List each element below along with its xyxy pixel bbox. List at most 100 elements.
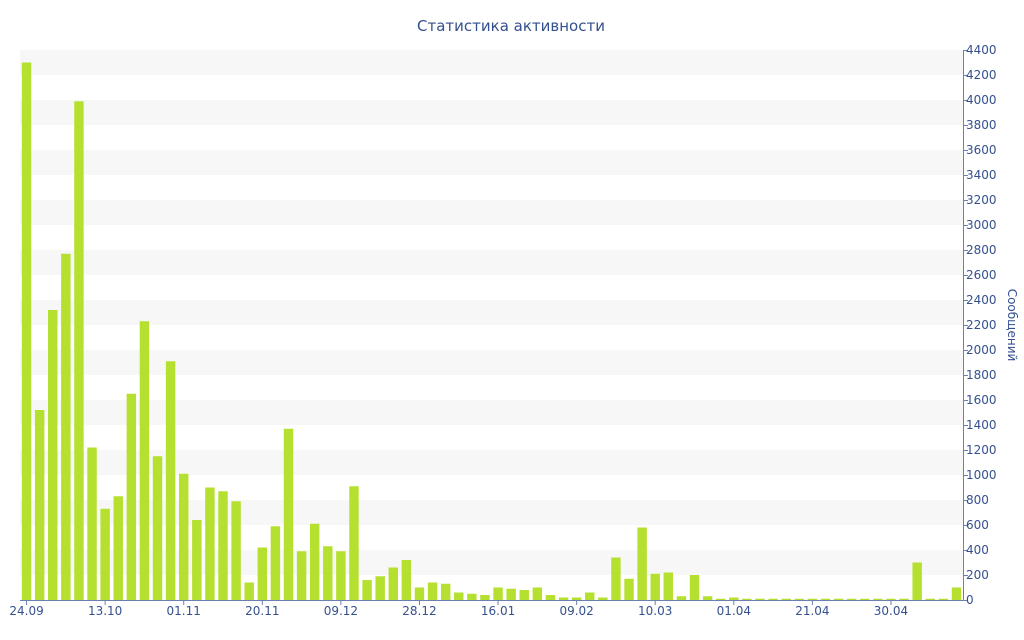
bar <box>506 588 516 600</box>
bar <box>689 575 700 600</box>
y-axis-ticks: 0 200 400 600 800 1000 1200 1400 1600 1800 2000 220… <box>963 43 997 607</box>
bar <box>702 596 713 600</box>
bar <box>165 361 176 600</box>
bar <box>755 598 765 600</box>
y-tick-label: 4400 <box>966 43 997 57</box>
x-tick-label: 30.04 <box>874 604 908 618</box>
bar <box>231 501 241 600</box>
x-tick-label: 28.12 <box>402 604 436 618</box>
bar-series <box>21 62 962 600</box>
bar <box>61 253 71 600</box>
bar <box>270 526 281 600</box>
bar <box>873 598 883 600</box>
bar <box>257 547 268 600</box>
bar <box>414 587 425 600</box>
bar <box>925 598 935 600</box>
bar <box>179 473 189 600</box>
grid-band <box>20 350 963 375</box>
bar <box>283 428 294 600</box>
bar <box>34 410 45 600</box>
y-tick-label: 3400 <box>966 168 997 182</box>
bar <box>532 587 543 600</box>
bar <box>113 496 123 600</box>
bar <box>493 587 503 600</box>
y-tick-label: 200 <box>966 568 989 582</box>
bar <box>21 62 32 600</box>
y-tick-label: 2000 <box>966 343 997 357</box>
x-tick-label: 16.01 <box>481 604 515 618</box>
bar <box>663 572 674 600</box>
bar <box>637 527 647 600</box>
x-tick-label: 24.09 <box>9 604 43 618</box>
bar <box>545 595 556 600</box>
grid-band <box>20 250 963 275</box>
y-tick-label: 800 <box>966 493 989 507</box>
x-tick-label: 20.11 <box>245 604 279 618</box>
bar <box>74 101 84 600</box>
y-tick-label: 3600 <box>966 143 997 157</box>
grid-band <box>20 200 963 225</box>
bar <box>886 598 896 600</box>
bar <box>440 583 451 600</box>
bar <box>624 578 634 600</box>
grid-band <box>20 150 963 175</box>
x-tick-label: 01.11 <box>167 604 201 618</box>
bar <box>309 523 320 600</box>
bar <box>715 598 726 600</box>
bar <box>349 486 359 600</box>
bar <box>611 557 621 600</box>
y-tick-label: 2400 <box>966 293 997 307</box>
bar <box>375 576 385 600</box>
grid-band <box>20 550 963 575</box>
grid-band <box>20 450 963 475</box>
y-tick-label: 2800 <box>966 243 997 257</box>
bar <box>480 595 490 600</box>
chart-title: Статистика активности <box>417 17 605 35</box>
x-tick-label: 09.02 <box>559 604 593 618</box>
grid-band <box>20 100 963 125</box>
bar <box>899 598 909 600</box>
bar <box>846 598 857 600</box>
bar <box>401 560 412 600</box>
bar <box>126 393 137 600</box>
bar <box>768 598 778 600</box>
y-tick-label: 3200 <box>966 193 997 207</box>
bar <box>742 598 752 600</box>
y-tick-label: 400 <box>966 543 989 557</box>
bar <box>519 590 529 600</box>
bar <box>100 508 110 600</box>
bar <box>833 598 844 600</box>
bar <box>781 598 791 600</box>
y-tick-label: 1000 <box>966 468 997 482</box>
bar <box>571 597 582 600</box>
y-tick-label: 4000 <box>966 93 997 107</box>
y-tick-label: 1400 <box>966 418 997 432</box>
grid-bands <box>20 50 963 575</box>
bar <box>388 567 398 600</box>
bar <box>951 587 962 600</box>
x-tick-label: 10.03 <box>638 604 672 618</box>
bar <box>139 321 150 600</box>
bar <box>860 598 870 600</box>
bar <box>48 310 58 600</box>
x-axis-ticks: 24.09 13.10 01.11 20.11 09.12 28.12 16.01 09.02… <box>9 600 908 618</box>
bar <box>558 597 569 600</box>
bar <box>820 598 831 600</box>
bar <box>218 491 228 600</box>
bar <box>912 562 922 600</box>
x-tick-label: 21.04 <box>795 604 829 618</box>
grid-band <box>20 300 963 325</box>
bar <box>676 596 687 600</box>
bar <box>323 546 333 600</box>
bar <box>598 597 608 600</box>
y-tick-label: 4200 <box>966 68 997 82</box>
bar <box>152 456 163 600</box>
y-tick-label: 1600 <box>966 393 997 407</box>
bar <box>296 551 307 600</box>
grid-band <box>20 500 963 525</box>
y-tick-label: 0 <box>966 593 974 607</box>
bar <box>87 447 97 600</box>
bar <box>585 592 595 600</box>
